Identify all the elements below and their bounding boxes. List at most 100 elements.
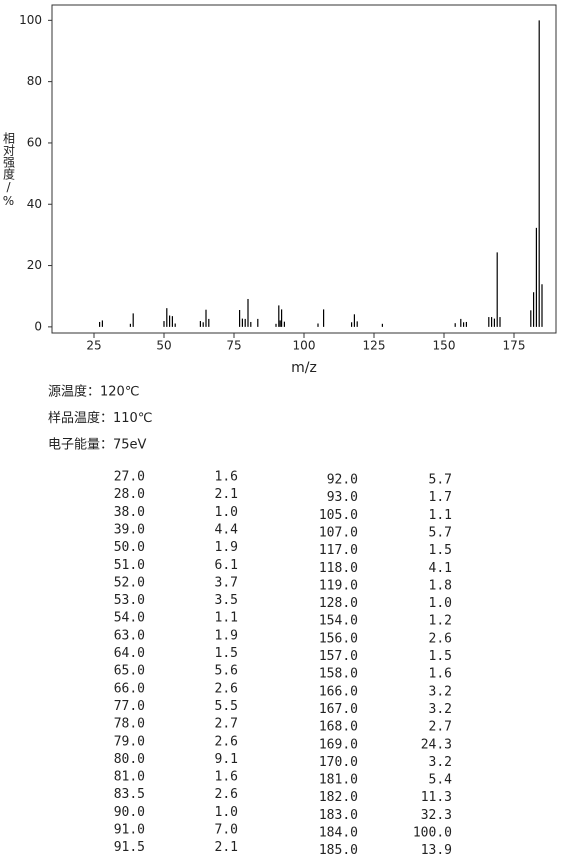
mass: 91.0: [114, 823, 145, 838]
intensity: 2.6: [215, 681, 238, 696]
y-tick-label: 40: [27, 197, 42, 211]
mass: 90.0: [114, 805, 145, 820]
x-tick-label: 100: [293, 339, 316, 353]
mass: 63.0: [114, 628, 145, 643]
mass: 117.0: [319, 543, 358, 558]
mass: 78.0: [114, 717, 145, 732]
intensity: 32.3: [421, 808, 452, 823]
mass: 38.0: [114, 505, 145, 520]
mass: 185.0: [319, 843, 358, 855]
intensity: 1.2: [429, 614, 452, 629]
intensity: 9.1: [215, 752, 238, 767]
intensity: 2.6: [215, 734, 238, 749]
condition: 样品温度：110℃: [48, 410, 152, 426]
intensity: 1.0: [215, 805, 238, 820]
mass: 181.0: [319, 773, 358, 788]
mass: 119.0: [319, 578, 358, 593]
intensity: 1.5: [429, 649, 452, 664]
mass: 66.0: [114, 681, 145, 696]
intensity: 5.7: [429, 525, 452, 540]
mass: 107.0: [319, 525, 358, 540]
intensity: 4.1: [429, 561, 452, 576]
intensity: 2.6: [429, 631, 452, 646]
intensity: 2.7: [215, 717, 238, 732]
mass: 65.0: [114, 664, 145, 679]
intensity: 1.1: [429, 508, 452, 523]
mass: 118.0: [319, 561, 358, 576]
mass: 81.0: [114, 770, 145, 785]
x-tick-label: 175: [503, 339, 526, 353]
mass: 183.0: [319, 808, 358, 823]
mass: 156.0: [319, 631, 358, 646]
mass: 92.0: [327, 473, 358, 488]
intensity: 2.1: [215, 840, 238, 855]
mass: 169.0: [319, 737, 358, 752]
intensity: 1.8: [429, 578, 452, 593]
x-tick-label: 50: [156, 339, 171, 353]
mass: 28.0: [114, 487, 145, 502]
mass: 39.0: [114, 522, 145, 537]
mass: 93.0: [327, 490, 358, 505]
intensity: 24.3: [421, 737, 452, 752]
intensity: 5.5: [215, 699, 238, 714]
y-tick-label: 0: [34, 319, 42, 333]
y-axis-label: 相对强度/%: [2, 132, 16, 208]
mass: 51.0: [114, 558, 145, 573]
x-tick-label: 75: [226, 339, 241, 353]
y-tick-label: 20: [27, 258, 42, 272]
intensity: 4.4: [215, 522, 239, 537]
intensity: 1.5: [429, 543, 452, 558]
mass: 64.0: [114, 646, 145, 661]
mass: 105.0: [319, 508, 358, 523]
mass: 52.0: [114, 575, 145, 590]
intensity: 100.0: [413, 826, 452, 841]
mass: 166.0: [319, 684, 358, 699]
intensity: 1.5: [215, 646, 238, 661]
mass: 154.0: [319, 614, 358, 629]
intensity: 1.6: [215, 770, 238, 785]
intensity: 3.5: [215, 593, 238, 608]
intensity: 3.7: [215, 575, 238, 590]
intensity: 1.7: [429, 490, 452, 505]
intensity: 5.6: [215, 664, 238, 679]
intensity: 11.3: [421, 790, 452, 805]
intensity: 2.1: [215, 487, 238, 502]
intensity: 6.1: [215, 558, 238, 573]
intensity: 1.1: [215, 611, 238, 626]
intensity: 13.9: [421, 843, 452, 855]
mass: 77.0: [114, 699, 145, 714]
mass: 170.0: [319, 755, 358, 770]
mass: 91.5: [114, 840, 145, 855]
intensity: 5.4: [429, 773, 453, 788]
x-tick-label: 125: [363, 339, 386, 353]
mass: 128.0: [319, 596, 358, 611]
mass: 79.0: [114, 734, 145, 749]
intensity: 1.9: [215, 540, 238, 555]
mass: 53.0: [114, 593, 145, 608]
plot-frame: [51, 4, 557, 334]
mass: 182.0: [319, 790, 358, 805]
x-axis-label: m/z: [291, 360, 317, 376]
mass: 54.0: [114, 611, 145, 626]
intensity: 2.7: [429, 720, 452, 735]
intensity: 1.6: [215, 470, 238, 485]
y-tick-label: 80: [27, 74, 42, 88]
mass: 184.0: [319, 826, 358, 841]
intensity: 2.6: [215, 787, 238, 802]
intensity: 1.0: [215, 505, 238, 520]
mass: 158.0: [319, 667, 358, 682]
intensity: 3.2: [429, 702, 452, 717]
intensity: 1.0: [429, 596, 452, 611]
mass: 168.0: [319, 720, 358, 735]
mass: 50.0: [114, 540, 145, 555]
intensity: 3.2: [429, 755, 452, 770]
condition: 电子能量：75eV: [48, 438, 147, 453]
mass: 157.0: [319, 649, 358, 664]
intensity: 3.2: [429, 684, 452, 699]
mass: 167.0: [319, 702, 358, 717]
mass: 83.5: [114, 787, 145, 802]
condition: 源温度：120℃: [48, 384, 139, 400]
x-tick-label: 150: [433, 339, 456, 353]
